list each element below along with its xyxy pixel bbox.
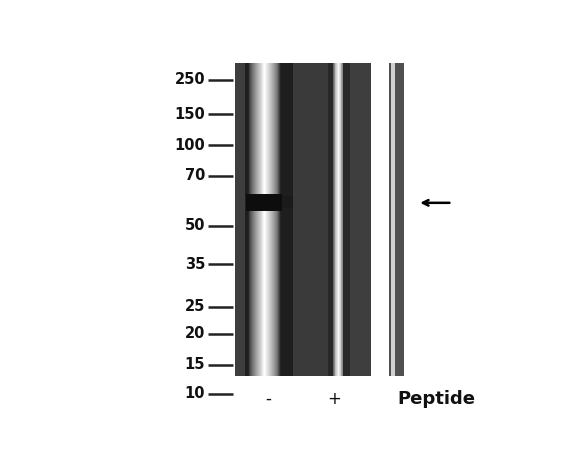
Text: 50: 50 (184, 219, 205, 234)
Bar (343, 63, 344, 376)
Bar (272, 63, 273, 376)
Bar (266, 63, 267, 376)
Bar (337, 63, 338, 376)
Bar (263, 63, 264, 376)
Bar (291, 63, 292, 376)
Bar (290, 63, 291, 376)
Bar (271, 63, 272, 376)
Bar (255, 63, 256, 376)
Bar (286, 63, 287, 376)
Text: 150: 150 (174, 107, 205, 122)
Bar (347, 63, 348, 376)
Bar (252, 63, 253, 376)
Bar (341, 63, 342, 376)
Bar (342, 63, 343, 376)
Bar (340, 63, 341, 376)
Bar (278, 63, 280, 376)
Bar (293, 63, 295, 376)
Bar (284, 63, 285, 376)
Bar (295, 63, 296, 376)
Bar (235, 63, 245, 376)
Bar (259, 63, 260, 376)
Bar (264, 63, 265, 376)
Bar (248, 63, 249, 376)
Bar (292, 63, 293, 376)
Bar (296, 63, 298, 376)
Bar (277, 63, 278, 376)
Bar (245, 63, 246, 376)
Bar (246, 194, 282, 211)
Bar (281, 63, 282, 376)
Bar (258, 63, 259, 376)
Bar (287, 63, 288, 376)
Text: 20: 20 (184, 326, 205, 341)
Bar (256, 63, 257, 376)
Bar (336, 63, 337, 376)
Bar (349, 63, 350, 376)
Bar (339, 63, 340, 376)
Bar (267, 63, 268, 376)
Bar (257, 63, 258, 376)
Bar (331, 63, 332, 376)
Bar (298, 63, 299, 376)
Bar (293, 63, 328, 376)
Bar (389, 63, 404, 376)
Text: Peptide: Peptide (398, 390, 476, 408)
Bar (344, 63, 345, 376)
Bar (246, 63, 248, 376)
Bar (262, 63, 263, 376)
Text: 35: 35 (184, 257, 205, 272)
Bar (289, 63, 290, 376)
Bar (250, 63, 251, 376)
Bar (350, 63, 371, 376)
Text: 15: 15 (184, 357, 205, 372)
Bar (300, 63, 301, 376)
Bar (235, 63, 371, 376)
Text: -: - (266, 390, 271, 408)
Text: 25: 25 (184, 299, 205, 314)
Bar (280, 63, 281, 376)
Text: 250: 250 (175, 72, 205, 87)
Bar (249, 63, 250, 376)
Bar (276, 63, 277, 376)
Bar (265, 63, 266, 376)
Bar (253, 63, 254, 376)
Bar (268, 63, 269, 376)
Bar (270, 63, 271, 376)
Bar (288, 63, 289, 376)
Text: +: + (328, 390, 342, 408)
Bar (269, 63, 270, 376)
Bar (282, 196, 293, 208)
Bar (283, 63, 284, 376)
Text: 100: 100 (174, 138, 205, 153)
Bar (335, 63, 336, 376)
Text: 70: 70 (184, 168, 205, 183)
Bar (345, 63, 346, 376)
Bar (346, 63, 347, 376)
Bar (338, 63, 339, 376)
Bar (273, 63, 274, 376)
Bar (251, 63, 252, 376)
Text: 10: 10 (184, 386, 205, 401)
Bar (299, 63, 300, 376)
Bar (329, 63, 331, 376)
Bar (332, 63, 334, 376)
Bar (391, 63, 395, 376)
Bar (285, 63, 286, 376)
Bar (254, 63, 255, 376)
Bar (348, 63, 349, 376)
Bar (334, 63, 335, 376)
Bar (274, 63, 275, 376)
Bar (282, 63, 283, 376)
Bar (328, 63, 329, 376)
Bar (260, 63, 262, 376)
